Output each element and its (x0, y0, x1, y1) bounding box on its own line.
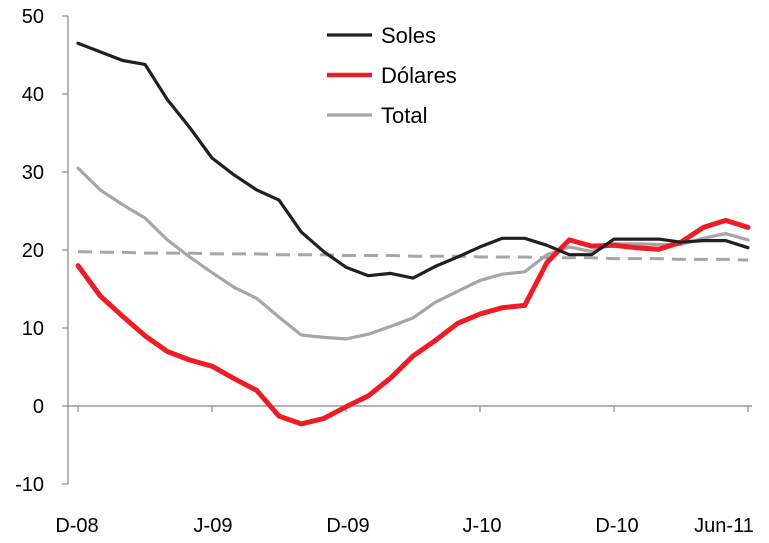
x-tick-label: D-08 (55, 515, 98, 537)
x-tick-label: J-10 (463, 515, 502, 537)
x-tick-label: J-09 (194, 515, 233, 537)
y-tick-label: 10 (22, 318, 44, 340)
x-tick-label: Jun-11 (694, 515, 754, 537)
y-tick-label: 50 (22, 6, 44, 28)
y-tick-label: 20 (22, 240, 44, 262)
y-tick-label: 0 (33, 396, 44, 418)
chart-legend: Soles Dólares Total (327, 23, 457, 128)
x-tick-labels: D-08 J-09 D-09 J-10 D-10 Jun-11 (55, 515, 754, 537)
series-line-dlares (75, 217, 751, 427)
series-line-total (76, 166, 750, 341)
legend-label-total: Total (381, 103, 427, 128)
legend-label-soles: Soles (381, 23, 436, 48)
x-tick-label: D-09 (326, 515, 369, 537)
legend-label-dlares: Dólares (381, 63, 457, 88)
y-tick-labels: -10 0 10 20 30 40 50 (15, 6, 44, 496)
series-line-soles (76, 41, 750, 280)
x-tick-label: D-10 (595, 515, 638, 537)
chart-series (75, 41, 751, 427)
y-tick-label: -10 (15, 474, 44, 496)
y-tick-label: 30 (22, 162, 44, 184)
y-tick-label: 40 (22, 84, 44, 106)
series-line-dashed (77, 250, 749, 262)
